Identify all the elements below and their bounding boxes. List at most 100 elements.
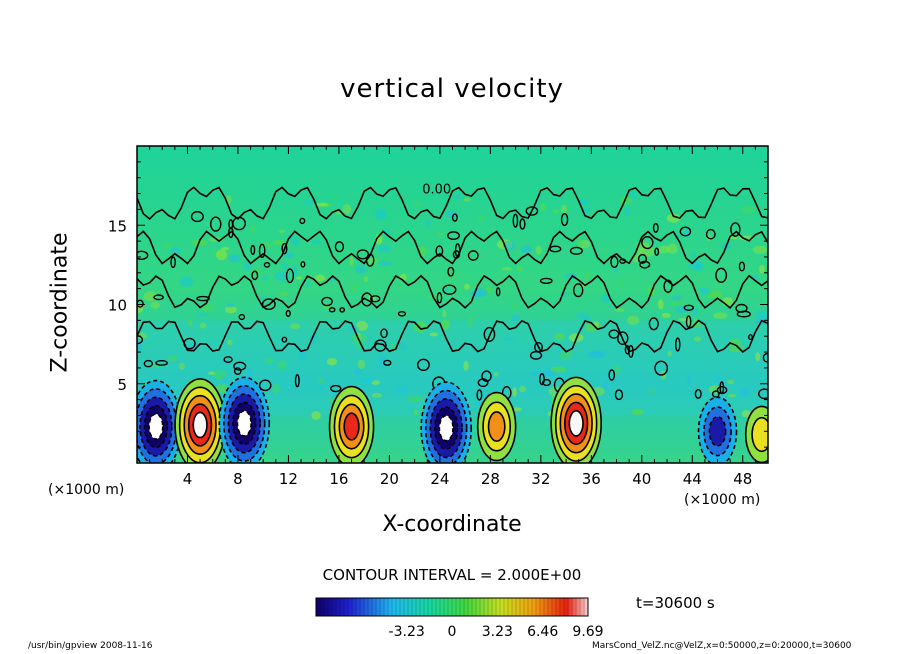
contour-blob: [519, 218, 526, 230]
field-patch: [727, 379, 735, 385]
x-tick-label: 40: [632, 470, 651, 488]
contour-blob: [617, 331, 629, 346]
field-patch: [291, 306, 296, 311]
field-patch: [311, 411, 321, 420]
field-patch: [224, 306, 237, 314]
field-patch: [536, 354, 545, 358]
field-patch: [226, 303, 235, 308]
contour-blob: [654, 247, 660, 256]
field-patch: [561, 204, 568, 214]
x-axis-label: X-coordinate: [382, 512, 522, 537]
field-patch: [305, 281, 310, 287]
field-patch: [374, 209, 387, 220]
field-patch: [378, 260, 392, 266]
colorbar: -3.23 0 3.23 6.46 9.69: [315, 597, 604, 640]
downdraft-cell: [438, 414, 454, 442]
contour-blob: [683, 304, 694, 311]
contour-blob: [170, 256, 176, 269]
contour-blob: [143, 359, 154, 368]
contour-blob: [539, 373, 545, 386]
contour-blob: [705, 228, 716, 240]
field-patch: [357, 359, 366, 370]
field-patch: [512, 302, 518, 309]
field-patch: [440, 319, 451, 330]
field-patch: [671, 296, 683, 301]
field-patch: [618, 281, 625, 287]
x-unit-right: (×1000 m): [684, 492, 761, 508]
field-patch: [686, 373, 691, 384]
field-patch: [456, 192, 461, 200]
field-patch: [150, 301, 160, 309]
field-patch: [658, 299, 664, 310]
field-patch: [413, 409, 419, 416]
field-patch: [207, 371, 216, 376]
field-patch: [473, 401, 483, 406]
field-patch: [752, 245, 768, 255]
field-patch: [520, 245, 533, 254]
contour-blob: [281, 336, 288, 343]
field-patch: [222, 376, 228, 383]
contour-blob: [619, 258, 627, 264]
contour-blob: [361, 292, 373, 307]
time-label: t=30600 s: [636, 594, 715, 612]
contour-label: 0.00: [422, 183, 451, 198]
colorbar-tick-label: 6.46: [527, 624, 558, 640]
contour-blob: [238, 314, 246, 321]
contour-blob: [476, 389, 483, 401]
field-patch: [578, 199, 590, 205]
field-patch: [586, 351, 603, 359]
field-patch: [463, 360, 469, 371]
y-tick-label: 5: [117, 376, 127, 394]
contour-blob: [250, 244, 256, 255]
field-patch: [429, 332, 439, 337]
contour-blob: [294, 374, 300, 388]
field-patch: [445, 210, 458, 218]
contour-blob: [539, 277, 553, 284]
field-patch: [554, 332, 565, 341]
field-patch: [535, 245, 542, 255]
contour-line: [137, 274, 768, 310]
contour-blob: [716, 385, 728, 395]
x-tick-label: 16: [329, 470, 348, 488]
contour-blob: [762, 352, 768, 363]
field-patch: [583, 271, 591, 281]
field-patch: [199, 322, 207, 329]
x-tick-label: 28: [481, 470, 500, 488]
y-axis-label: Z-coordinate: [47, 232, 73, 373]
field-patch: [670, 300, 685, 307]
contour-blob: [435, 245, 444, 257]
contour-blob: [251, 270, 259, 281]
field-patch: [272, 383, 280, 395]
field-patch: [636, 248, 642, 257]
field-patch: [279, 229, 286, 233]
field-patch: [728, 343, 744, 353]
contour-blob: [261, 298, 276, 311]
contour-blob: [223, 356, 233, 363]
contour-blob: [572, 283, 584, 298]
field-patch: [550, 366, 567, 373]
field-patch: [464, 283, 470, 290]
x-tick-label: 36: [582, 470, 601, 488]
contour-blob: [512, 213, 519, 228]
x-tick-label: 12: [279, 470, 298, 488]
field-patch: [377, 245, 391, 253]
contour-blob: [675, 337, 681, 352]
contour-blob: [685, 315, 692, 329]
field-patch: [424, 219, 431, 227]
contour-blob: [467, 250, 479, 261]
field-patch: [666, 243, 678, 254]
x-tick-label: 32: [531, 470, 550, 488]
field-patch: [161, 242, 172, 248]
field-patch: [221, 247, 230, 251]
colorbar-tick-label: 9.69: [572, 624, 603, 640]
field-patch: [260, 241, 273, 249]
contour-blob: [542, 378, 552, 387]
contour-blob: [285, 309, 291, 317]
field-patch: [368, 258, 378, 264]
colorbar-tick-label: 3.23: [482, 624, 513, 640]
contour-blob: [735, 303, 748, 313]
updraft-cell: [487, 411, 506, 442]
field-patch: [195, 313, 209, 317]
field-patch: [741, 410, 751, 418]
